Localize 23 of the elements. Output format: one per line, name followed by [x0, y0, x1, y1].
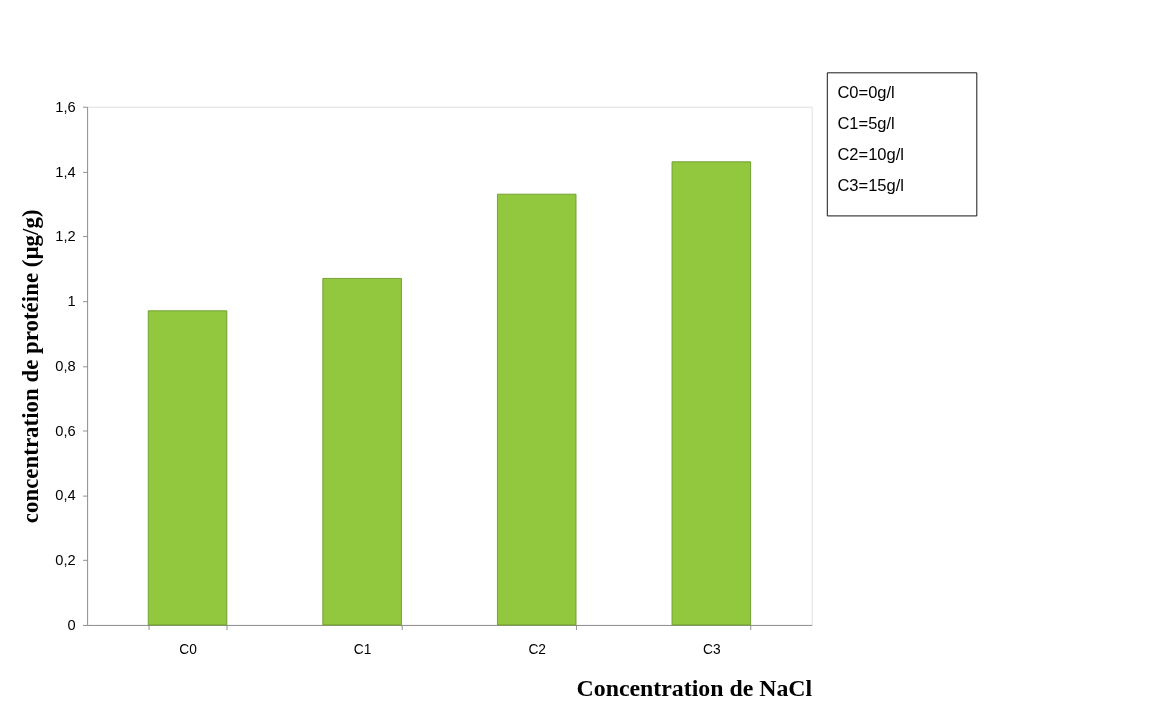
x-axis-title: Concentration de NaCl	[576, 675, 813, 702]
text: C3=15g/l	[837, 176, 904, 195]
x-tick-label: C2	[528, 641, 546, 657]
y-tick-label: 1	[67, 293, 76, 310]
y-tick-label: 0,8	[55, 357, 76, 374]
y-tick-label: 1,4	[55, 163, 76, 180]
x-tick-label: C0	[179, 641, 198, 657]
text: C0=0g/l	[837, 82, 895, 101]
x-tick-label: C1	[353, 641, 372, 657]
y-tick-label: 0,2	[55, 552, 76, 569]
bar	[147, 310, 228, 626]
y-tick-label: 1,2	[55, 228, 76, 245]
y-tick-label: 0,4	[55, 487, 76, 504]
text: C2=10g/l	[837, 144, 904, 163]
y-axis-title: concentration de protéine (µg/g)	[17, 209, 43, 524]
text: C1=5g/l	[837, 113, 895, 132]
y-tick-label: 0,6	[55, 422, 76, 439]
bar	[671, 161, 752, 626]
x-tick-label: C3	[702, 641, 721, 657]
bar	[496, 193, 577, 626]
bar	[322, 277, 402, 626]
y-tick-label: 0	[67, 617, 76, 634]
y-tick-label: 1,6	[55, 98, 76, 115]
